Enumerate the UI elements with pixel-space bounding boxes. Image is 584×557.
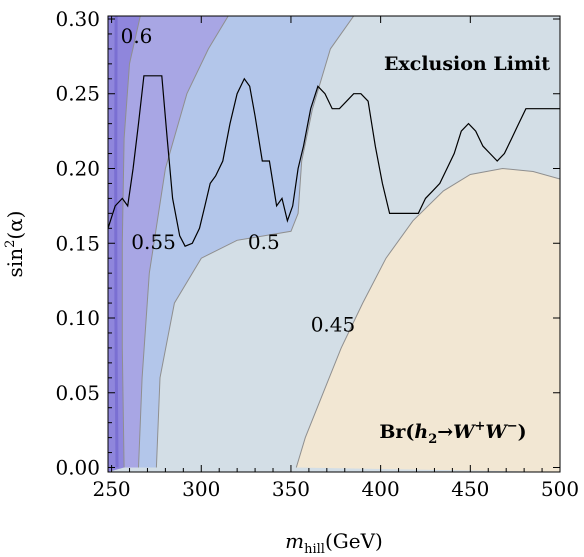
- region-br-0.5-0.55: [138, 16, 354, 468]
- exclusion-limit-label: Exclusion Limit: [384, 53, 550, 75]
- y-tick-label: 0.15: [55, 231, 100, 255]
- contour-line-0.55: [121, 16, 141, 468]
- contour-line-0.6: [114, 16, 119, 468]
- y-tick-label: 0.10: [55, 306, 100, 330]
- contour-label-0.55: 0.55: [131, 230, 176, 254]
- x-tick-label: 350: [272, 477, 310, 501]
- plot-frame: [107, 15, 561, 473]
- y-axis-title: sin2(α): [3, 211, 27, 278]
- x-tick-label: 450: [451, 477, 489, 501]
- y-tick-label: 0.20: [55, 156, 100, 180]
- y-tick-label: 0.00: [55, 456, 100, 480]
- contour-line-0.5-upper: [138, 16, 229, 468]
- contour-line-0.45: [295, 167, 560, 468]
- region-br-below-0.45: [296, 168, 560, 472]
- contour-label-0.6: 0.6: [121, 24, 153, 48]
- contour-label-0.5: 0.5: [248, 230, 280, 254]
- x-tick-label: 250: [92, 477, 130, 501]
- y-tick-label: 0.05: [55, 381, 100, 405]
- contour-line-0.5-lower: [155, 16, 355, 468]
- y-tick-label: 0.25: [55, 82, 100, 106]
- x-tick-label: 500: [541, 477, 579, 501]
- region-br-0.55-0.6: [122, 16, 229, 468]
- x-tick-label: 300: [182, 477, 220, 501]
- plot-area: [108, 16, 560, 472]
- exclusion-limit-curve: [108, 75, 560, 247]
- branching-ratio-label: Br(h2→W+W−): [379, 419, 526, 447]
- x-axis-ticks: 250 300 350 400 450 500: [92, 16, 579, 501]
- x-tick-label: 400: [362, 477, 400, 501]
- contour-labels: 0.6 0.55 0.5 0.45: [121, 24, 356, 337]
- contour-label-0.45: 0.45: [311, 313, 356, 337]
- y-axis-ticks: 0.00 0.05 0.10 0.15 0.20 0.25 0.30: [55, 7, 560, 480]
- x-axis-title: mhill(GeV): [285, 529, 383, 557]
- y-tick-label: 0.30: [55, 7, 100, 31]
